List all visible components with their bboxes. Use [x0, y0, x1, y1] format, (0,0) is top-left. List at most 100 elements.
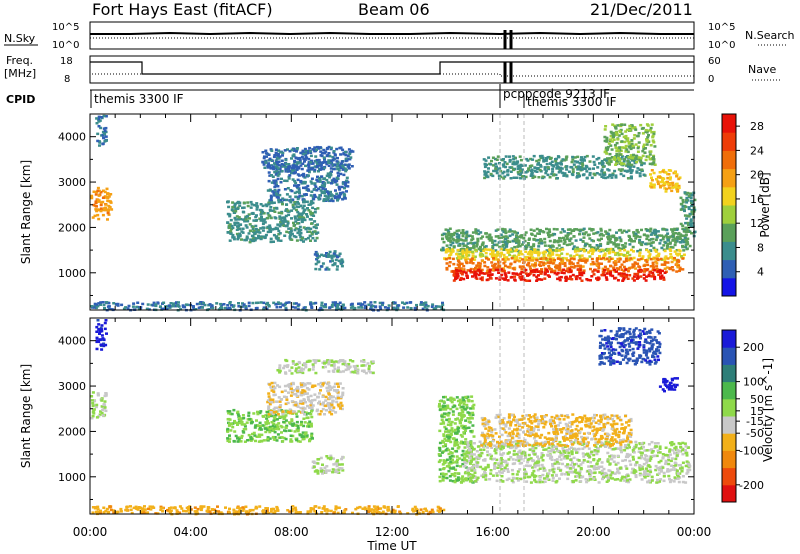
power-cell	[562, 230, 566, 233]
power-cell	[226, 304, 230, 307]
velocity-cell	[256, 412, 260, 416]
power-cell	[260, 217, 263, 221]
power-cell	[686, 226, 690, 230]
velocity-cell	[101, 414, 105, 417]
power-cell	[346, 181, 350, 184]
power-cell	[645, 131, 649, 134]
power-cell	[580, 165, 584, 169]
power-cell	[614, 146, 618, 149]
power-cell	[493, 157, 497, 161]
velocity-cell	[361, 364, 365, 367]
power-cell	[533, 234, 537, 238]
power-cell	[624, 257, 628, 260]
velocity-cell	[293, 430, 297, 433]
power-cell	[684, 221, 688, 225]
power-cell	[651, 231, 655, 235]
power-cell	[457, 256, 461, 260]
power-cell	[658, 176, 662, 179]
velocity-cell	[104, 343, 108, 347]
power-cell	[160, 307, 164, 311]
power-cell	[236, 236, 240, 239]
power-cell	[335, 307, 339, 310]
power-cell	[297, 167, 301, 170]
power-cell	[486, 274, 490, 277]
power-cell	[253, 232, 257, 235]
power-cell	[464, 258, 468, 262]
power-cell	[530, 246, 534, 249]
power-cell	[543, 273, 547, 276]
power-cell	[504, 278, 507, 281]
power-cell	[331, 155, 335, 159]
velocity-cell	[139, 510, 143, 513]
velocity-cell	[213, 508, 217, 511]
power-cell	[682, 230, 686, 233]
power-cell	[95, 205, 98, 208]
power-cell	[504, 273, 508, 277]
power-cell	[649, 233, 653, 236]
power-ytick-label: 4000	[58, 131, 86, 144]
velocity-cell	[303, 384, 307, 387]
power-cell	[323, 151, 327, 155]
power-cell	[241, 227, 245, 230]
power-cell	[292, 147, 296, 151]
power-cell	[181, 304, 185, 307]
power-cell	[645, 143, 649, 146]
velocity-cell	[317, 402, 320, 405]
cpid-segment-1: themis 3300 IF	[94, 92, 184, 106]
velocity-cell	[310, 401, 313, 405]
power-cell	[526, 242, 530, 245]
velocity-cell	[112, 510, 116, 514]
power-cell	[485, 272, 489, 275]
velocity-cell	[277, 436, 281, 439]
power-cell	[637, 269, 641, 272]
power-cell	[489, 277, 493, 280]
velocity-cell	[313, 361, 317, 365]
velocity-cell	[264, 414, 268, 417]
power-cell	[269, 206, 273, 209]
power-cell	[572, 245, 576, 248]
power-cell	[670, 260, 674, 264]
power-cell	[693, 230, 697, 234]
power-cell	[542, 263, 546, 267]
power-cell	[559, 169, 563, 173]
power-cell	[515, 237, 519, 241]
power-cell	[568, 239, 572, 243]
power-cell	[235, 232, 239, 236]
velocity-cell	[176, 510, 180, 514]
power-cell	[555, 253, 559, 257]
power-cell	[275, 306, 279, 309]
velocity-cell	[103, 394, 107, 398]
power-cell	[630, 124, 634, 127]
velocity-cell	[273, 393, 277, 396]
velocity-cell	[334, 411, 338, 414]
velocity-cell	[227, 424, 231, 427]
power-cell	[274, 217, 278, 220]
power-cell	[315, 161, 319, 164]
velocity-cell	[340, 395, 343, 399]
velocity-cell	[344, 368, 348, 372]
power-cell	[287, 167, 290, 170]
velocity-cell	[269, 411, 273, 414]
power-cell	[269, 194, 273, 198]
power-cell	[558, 265, 562, 268]
velocity-cell	[248, 509, 252, 512]
power-cell	[685, 198, 689, 202]
power-cell	[479, 277, 483, 280]
power-cell	[230, 208, 234, 211]
power-cell	[293, 215, 297, 218]
power-cell	[259, 203, 263, 206]
power-cell	[318, 178, 322, 181]
power-cell	[285, 301, 289, 304]
power-cell	[496, 253, 500, 257]
power-cell	[569, 237, 573, 240]
power-cell	[494, 268, 498, 272]
power-cell	[452, 239, 456, 242]
power-cell	[549, 261, 552, 264]
power-cell	[461, 249, 465, 252]
velocity-cell	[262, 415, 265, 418]
power-cell	[286, 220, 290, 223]
power-cell	[512, 272, 515, 275]
power-cell	[320, 304, 324, 307]
power-cell	[151, 304, 155, 307]
